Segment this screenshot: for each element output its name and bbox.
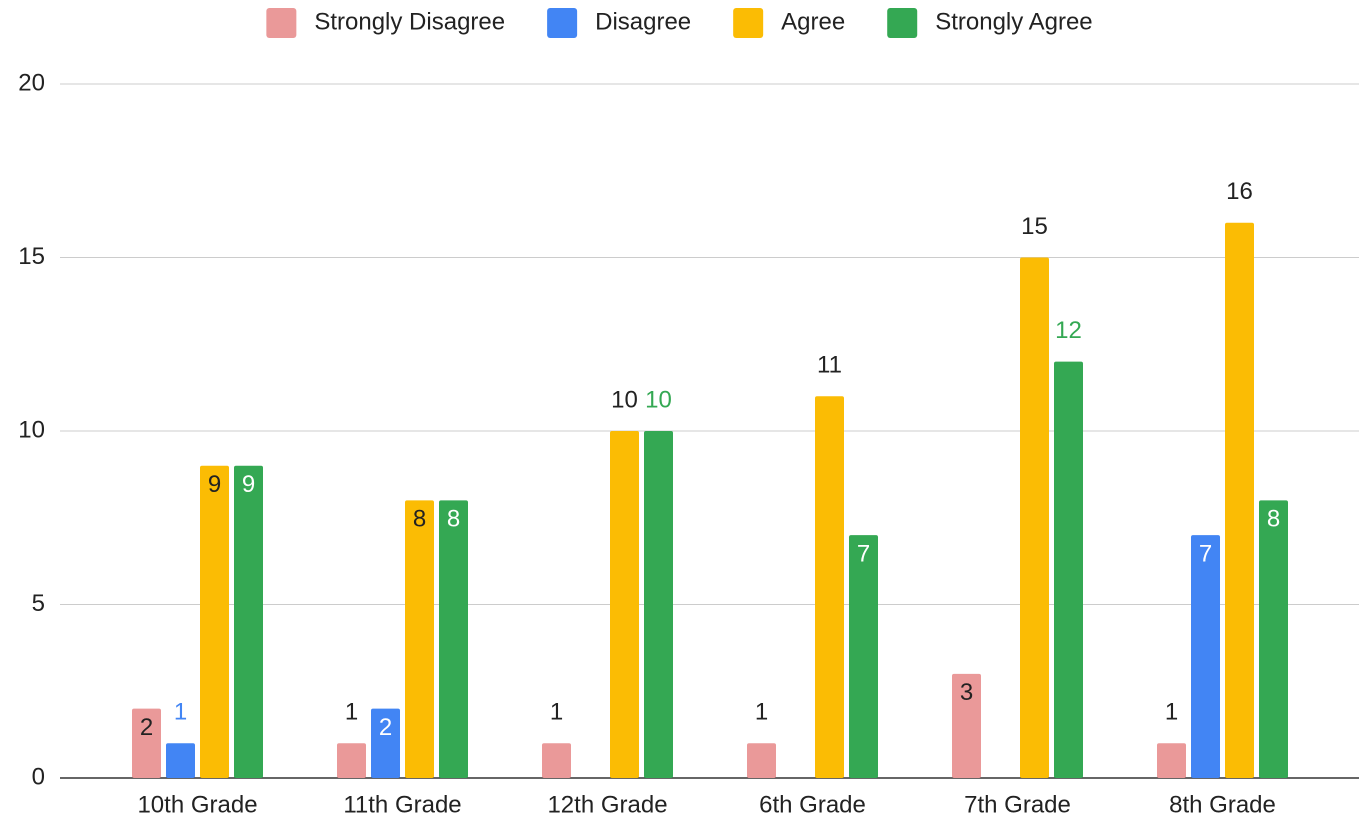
bar: [952, 673, 981, 778]
bar: [644, 431, 673, 778]
data-label: 9: [208, 471, 221, 498]
data-label: 3: [960, 679, 973, 706]
bar: [1225, 222, 1254, 779]
bar: [234, 465, 263, 778]
data-label: 2: [379, 714, 392, 741]
bar: [371, 708, 400, 778]
data-label: 7: [857, 540, 870, 567]
data-label: 9: [242, 471, 255, 498]
data-label: 8: [1267, 506, 1280, 533]
legend-swatch: [887, 8, 918, 38]
x-tick-label: 12th Grade: [547, 791, 667, 818]
bar: [132, 708, 161, 778]
data-label: 1: [550, 699, 563, 726]
y-tick-label: 5: [32, 590, 45, 617]
data-label: 16: [1226, 178, 1253, 205]
data-label: 2: [140, 714, 153, 741]
bar: [1157, 743, 1186, 778]
legend-label: Strongly Agree: [935, 8, 1092, 35]
data-label: 11: [817, 352, 842, 379]
data-label: 15: [1021, 213, 1048, 240]
x-tick-label: 6th Grade: [759, 791, 866, 818]
bar: [1191, 535, 1220, 778]
legend-label: Disagree: [595, 8, 691, 35]
data-label: 1: [345, 699, 358, 726]
bar: [405, 500, 434, 778]
bar: [610, 431, 639, 778]
legend-swatch: [733, 8, 764, 38]
bar: [166, 743, 195, 778]
legend-label: Agree: [781, 8, 845, 35]
bar: [815, 396, 844, 778]
legend-label: Strongly Disagree: [314, 8, 505, 35]
bar: [747, 743, 776, 778]
data-label: 1: [755, 699, 768, 726]
data-label: 1: [174, 699, 187, 726]
legend-swatch: [547, 8, 578, 38]
bar: [439, 500, 468, 778]
x-tick-label: 8th Grade: [1169, 791, 1276, 818]
data-label: 8: [447, 506, 460, 533]
data-label: 7: [1199, 540, 1212, 567]
data-label: 10: [611, 386, 638, 413]
bar: [1054, 361, 1083, 778]
bar: [200, 465, 229, 778]
data-label: 1: [1165, 699, 1178, 726]
x-tick-label: 10th Grade: [137, 791, 257, 818]
y-tick-label: 0: [32, 763, 45, 790]
data-label: 10: [645, 386, 672, 413]
data-label: 12: [1055, 317, 1082, 344]
bar: [849, 535, 878, 778]
bar: [1020, 257, 1049, 778]
x-tick-label: 11th Grade: [343, 791, 461, 818]
y-tick-label: 15: [18, 243, 45, 270]
bar: [337, 743, 366, 778]
y-tick-label: 20: [18, 69, 45, 96]
data-label: 8: [413, 506, 426, 533]
y-tick-label: 10: [18, 416, 45, 443]
legend-swatch: [266, 8, 297, 38]
bar: [542, 743, 571, 778]
x-tick-label: 7th Grade: [964, 791, 1071, 818]
bar: [1259, 500, 1288, 778]
